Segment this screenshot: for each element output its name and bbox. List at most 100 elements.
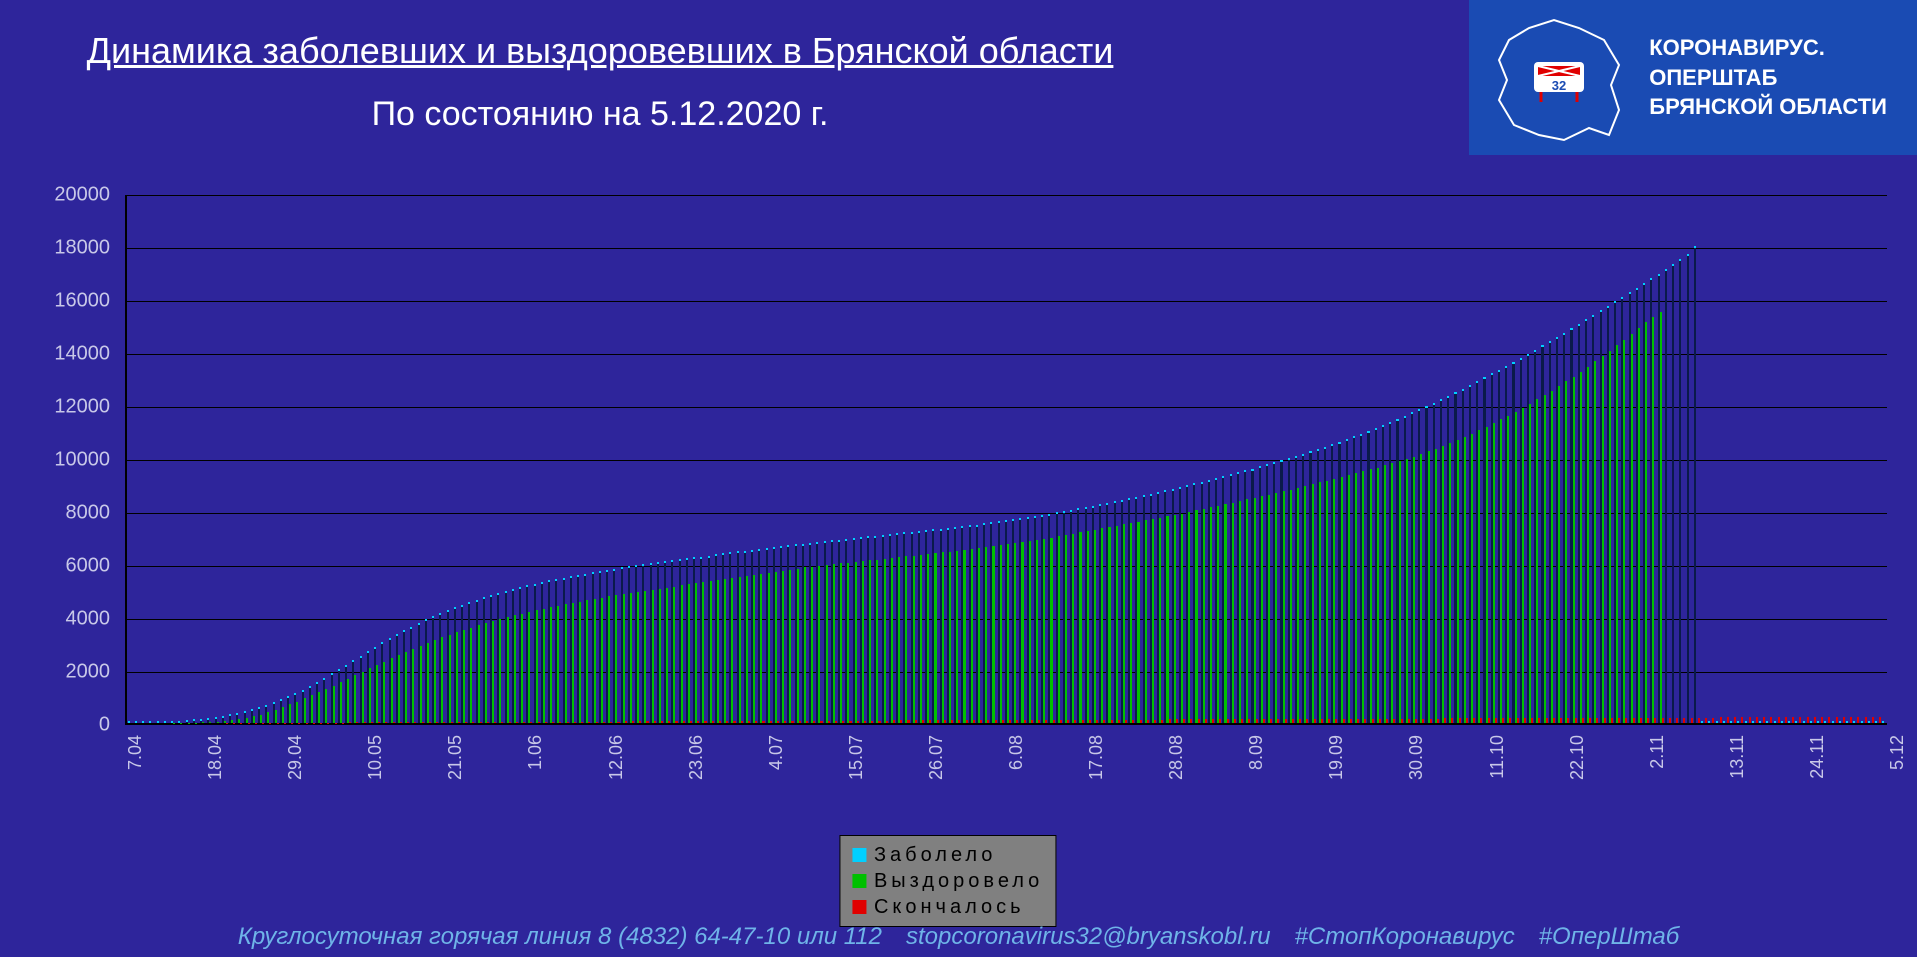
- bar-died: [1415, 719, 1417, 723]
- bar-died: [414, 722, 416, 723]
- bar-group: [244, 711, 250, 723]
- bar-group: [207, 718, 213, 723]
- footer-segment[interactable]: #СтопКоронавирус: [1295, 923, 1515, 951]
- bar-died: [1488, 718, 1490, 723]
- bar-group: [236, 713, 242, 723]
- bar-recovered: [753, 575, 755, 723]
- bar-recovered: [1210, 507, 1212, 723]
- bar-infected: [1781, 721, 1783, 723]
- bar-died: [1147, 720, 1149, 723]
- footer-links[interactable]: Круглосуточная горячая линия 8 (4832) 64…: [0, 923, 1917, 951]
- bar-group: [1774, 717, 1780, 723]
- bar-group: [1135, 497, 1141, 723]
- bar-group: [896, 533, 902, 723]
- bar-died: [864, 721, 866, 723]
- bar-recovered: [1108, 527, 1110, 723]
- bar-died: [1756, 717, 1758, 723]
- bar-died: [1872, 717, 1874, 723]
- bar-died: [1401, 719, 1403, 723]
- bar-infected: [1882, 721, 1884, 723]
- bar-group: [381, 642, 387, 723]
- bar-group: [447, 610, 453, 723]
- bar-died: [422, 722, 424, 723]
- bar-group: [352, 660, 358, 723]
- bar-recovered: [514, 615, 516, 723]
- bar-recovered: [1522, 408, 1524, 723]
- bar-recovered: [869, 560, 871, 723]
- bar-died: [1103, 720, 1105, 723]
- bar-recovered: [1232, 503, 1234, 723]
- bar-recovered: [746, 576, 748, 723]
- bar-recovered: [1493, 423, 1495, 723]
- bar-recovered: [1500, 419, 1502, 723]
- bar-group: [744, 551, 750, 724]
- bar-group: [1005, 520, 1011, 723]
- bar-recovered: [1072, 534, 1074, 723]
- bar-died: [1524, 718, 1526, 723]
- bar-died: [465, 722, 467, 723]
- bar-died: [1741, 717, 1743, 723]
- bar-recovered: [876, 560, 878, 724]
- bar-group: [1317, 449, 1323, 723]
- bar-group: [1251, 469, 1257, 723]
- bar-group: [512, 589, 518, 723]
- bar-group: [613, 569, 619, 723]
- bar-group: [1143, 495, 1149, 723]
- bar-group: [650, 563, 656, 723]
- bar-group: [679, 559, 685, 723]
- bar-recovered: [1268, 495, 1270, 723]
- bar-died: [1350, 719, 1352, 723]
- bar-recovered: [666, 588, 668, 723]
- bar-recovered: [978, 548, 980, 723]
- bar-died: [697, 721, 699, 723]
- bar-died: [1836, 717, 1838, 723]
- bar-group: [1853, 717, 1859, 723]
- footer-segment[interactable]: #ОперШтаб: [1539, 923, 1680, 951]
- bar-recovered: [985, 547, 987, 723]
- bar-died: [1618, 718, 1620, 723]
- y-axis: 0200040006000800010000120001400016000180…: [30, 195, 120, 725]
- bar-recovered: [920, 555, 922, 723]
- bar-group: [1592, 315, 1598, 723]
- bar-group: [824, 541, 830, 723]
- bar-recovered: [565, 604, 567, 723]
- bar-died: [835, 721, 837, 723]
- bar-died: [1096, 720, 1098, 723]
- bar-group: [1745, 717, 1751, 723]
- y-tick-label: 0: [99, 714, 110, 737]
- bar-group: [1723, 717, 1729, 723]
- bar-group: [280, 699, 286, 723]
- legend-label: Заболело: [874, 842, 997, 868]
- bar-died: [1176, 719, 1178, 723]
- bar-group: [954, 527, 960, 723]
- footer-segment[interactable]: stopcoronavirus32@bryanskobl.ru: [906, 923, 1271, 951]
- bar-group: [1295, 456, 1301, 723]
- bar-group: [1563, 333, 1569, 723]
- bar-recovered: [391, 658, 393, 723]
- bar-group: [1549, 341, 1555, 723]
- bar-died: [523, 722, 525, 723]
- footer-segment[interactable]: Круглосуточная горячая линия 8 (4832) 64…: [238, 923, 882, 951]
- bar-recovered: [1246, 499, 1248, 723]
- bar-recovered: [369, 668, 371, 723]
- bar-group: [1425, 406, 1431, 723]
- bar-group: [229, 714, 235, 723]
- bar-group: [1687, 254, 1693, 723]
- x-tick-label: 5.12: [1887, 735, 1908, 770]
- bar-group: [780, 546, 786, 723]
- bar-died: [1205, 719, 1207, 723]
- bar-recovered: [1638, 328, 1640, 723]
- bar-died: [1372, 719, 1374, 723]
- x-tick-label: 19.09: [1326, 735, 1347, 780]
- bar-recovered: [550, 607, 552, 723]
- bar-recovered: [1261, 496, 1263, 723]
- bar-recovered: [1377, 468, 1379, 723]
- bar-infected: [1853, 721, 1855, 723]
- legend-item: Выздоровело: [852, 868, 1043, 894]
- bar-group: [1679, 259, 1685, 723]
- bar-infected: [1766, 721, 1768, 723]
- bar-died: [509, 722, 511, 723]
- bar-recovered: [1391, 463, 1393, 723]
- bar-recovered: [1333, 479, 1335, 723]
- bar-recovered: [507, 617, 509, 723]
